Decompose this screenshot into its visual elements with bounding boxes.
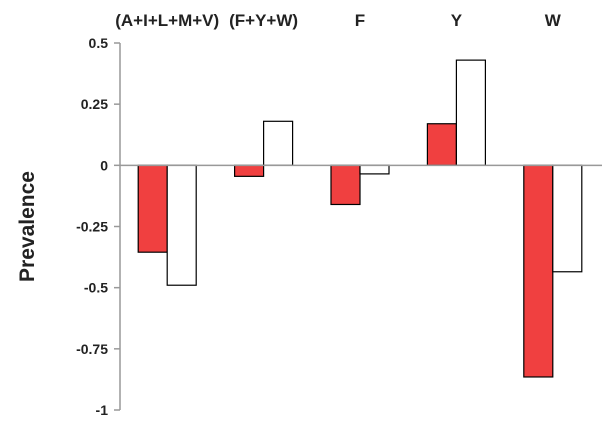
y-tick-label: -1	[96, 402, 109, 418]
bar-series1	[330, 164, 361, 206]
bar-series1	[137, 164, 168, 253]
bars	[137, 59, 583, 378]
category-label: F	[355, 11, 365, 30]
bar-series2	[359, 164, 390, 175]
y-axis-title: Prevalence	[16, 171, 39, 282]
y-tick-label: -0.25	[76, 219, 108, 235]
bar-series1	[234, 164, 265, 177]
category-label: W	[545, 11, 562, 30]
y-tick-label: 0.25	[81, 96, 108, 112]
category-label: (A+I+L+M+V)	[115, 11, 219, 30]
y-tick-label: -0.75	[76, 341, 108, 357]
y-tick-label: -0.5	[84, 280, 108, 296]
y-axis: 0.5 0.25 0 -0.25 -0.5 -0.75 -1	[76, 35, 121, 418]
bar-series2	[552, 164, 583, 273]
category-label: (F+Y+W)	[229, 11, 298, 30]
bar-series2	[166, 164, 197, 286]
category-label: Y	[451, 11, 463, 30]
bar-series1	[523, 164, 554, 378]
bar-series2	[263, 120, 294, 166]
category-labels: (A+I+L+M+V) (F+Y+W) F Y W	[115, 11, 562, 30]
y-tick-label: 0.5	[89, 35, 109, 51]
bar-series1	[426, 123, 457, 166]
bar-series2	[455, 59, 486, 166]
y-tick-label: 0	[100, 157, 108, 173]
